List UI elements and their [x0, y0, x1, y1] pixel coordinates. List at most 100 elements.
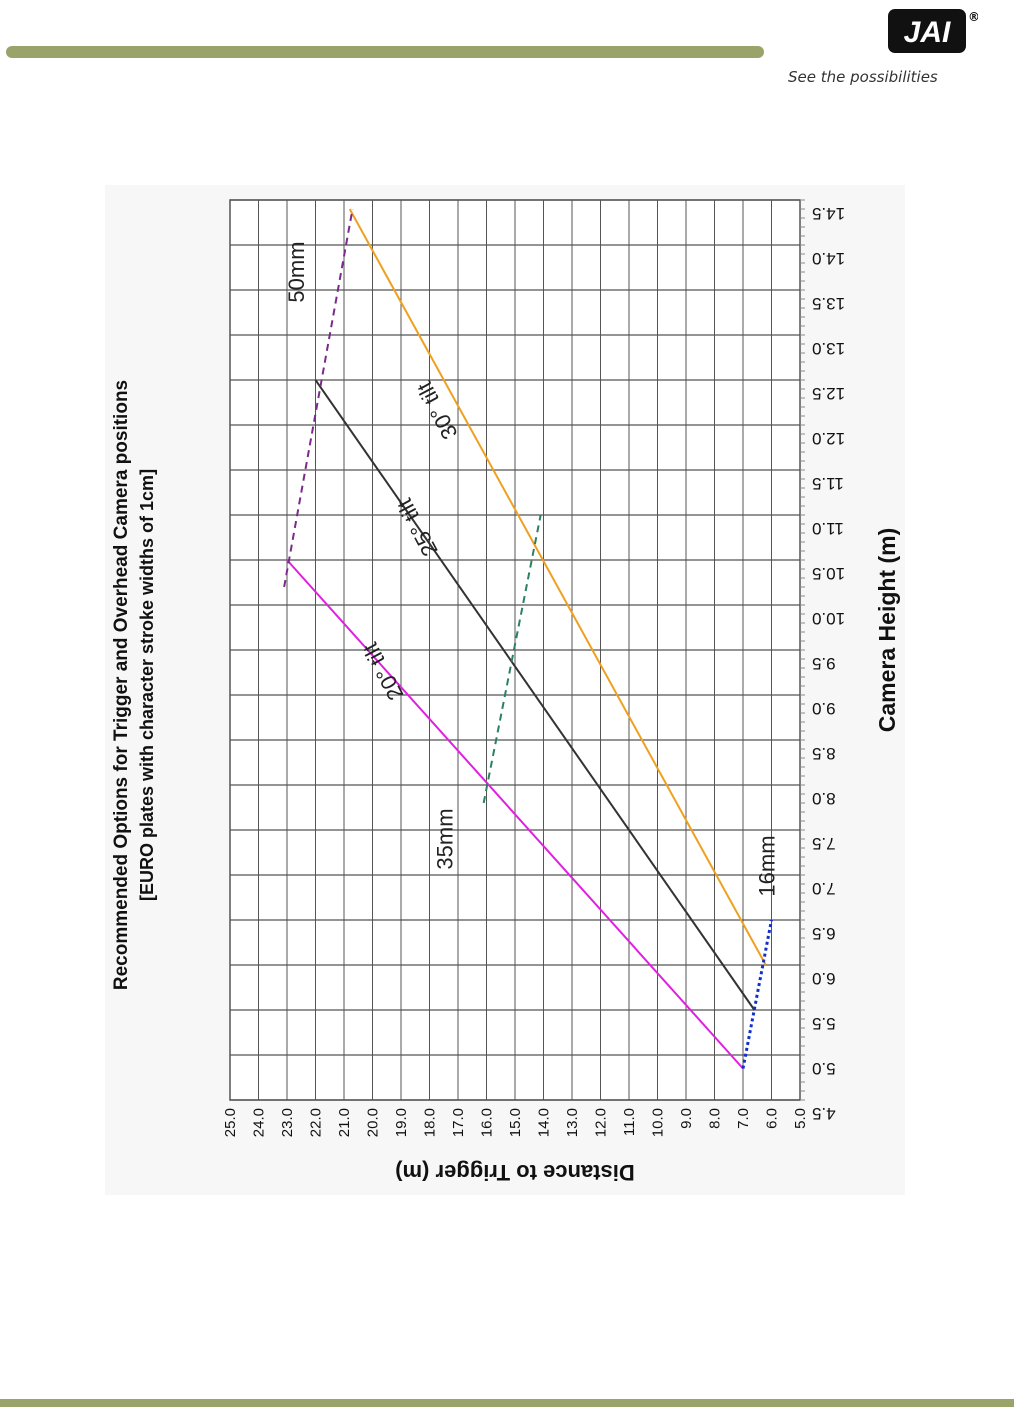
tick-label-distance-group: 22.0: [308, 1108, 325, 1137]
tick-label-height: 5.0: [812, 1059, 836, 1078]
tick-label-distance: 11.0: [621, 1108, 638, 1136]
tick-label-height-group: 10.0: [812, 609, 845, 628]
ylabel-group: Distance to Trigger (m): [395, 1160, 635, 1185]
tick-label-distance: 15.0: [507, 1108, 524, 1137]
tick-label-distance: 23.0: [279, 1108, 296, 1137]
tick-label-distance: 12.0: [593, 1108, 610, 1137]
tick-label-distance-group: 20.0: [365, 1108, 382, 1137]
logo-text: JAI: [904, 16, 951, 49]
tick-label-height: 7.0: [812, 879, 836, 898]
tick-label-distance-group: 17.0: [450, 1108, 467, 1137]
series-line-16mm: [741, 919, 773, 1069]
axis-label-height: Camera Height (m): [874, 528, 900, 732]
tick-label-distance: 10.0: [650, 1108, 667, 1137]
tick-label-distance: 22.0: [308, 1108, 325, 1137]
chart: 5.0 6.0 7.0 8.0 9.0 10.0 11.0 12.0 13.0 14.0 15.0 1…: [111, 199, 900, 1185]
tick-label-distance: 24.0: [251, 1108, 268, 1137]
tick-label-distance: 9.0: [678, 1108, 695, 1129]
tick-label-distance-group: 25.0: [222, 1108, 239, 1137]
series-label: 16mm: [754, 835, 779, 896]
tick-label-distance: 13.0: [564, 1108, 581, 1137]
tick-label-height: 14.0: [812, 249, 845, 268]
tick-label-distance-group: 18.0: [422, 1108, 439, 1137]
series-line-30tilt: [348, 208, 767, 966]
series-label-group: 50mm: [284, 241, 309, 302]
logo-badge: [888, 9, 966, 53]
tick-label-height-group: 4.5: [812, 1104, 836, 1123]
tick-label-height: 12.5: [812, 384, 845, 403]
tick-label-height-group: 12.5: [812, 384, 845, 403]
tick-label-height: 10.0: [812, 609, 845, 628]
tick-label-height-group: 10.5: [812, 564, 845, 583]
tick-label-distance: 20.0: [365, 1108, 382, 1137]
tick-label-distance-group: 21.0: [336, 1108, 353, 1137]
tick-label-height-group: 7.0: [812, 879, 836, 898]
tick-label-distance: 25.0: [222, 1108, 239, 1137]
tick-label-height-group: 5.0: [812, 1059, 836, 1078]
tick-label-height: 7.5: [812, 834, 836, 853]
tick-label-distance-group: 14.0: [536, 1108, 553, 1137]
series-label: 35mm: [432, 808, 457, 869]
tick-label-height-group: 7.5: [812, 834, 836, 853]
tick-label-height-group: 9.0: [812, 699, 836, 718]
tick-label-distance-group: 10.0: [650, 1108, 667, 1137]
tick-label-distance-group: 23.0: [279, 1108, 296, 1137]
tick-label-height: 13.5: [812, 294, 845, 313]
series-line-50mm: [283, 208, 354, 588]
tick-label-height-group: 13.5: [812, 294, 845, 313]
tick-label-distance-group: 8.0: [707, 1108, 724, 1129]
tick-label-distance: 18.0: [422, 1108, 439, 1137]
tick-label-distance: 5.0: [792, 1108, 809, 1129]
tick-label-distance-group: 24.0: [251, 1108, 268, 1137]
tick-label-distance: 21.0: [336, 1108, 353, 1137]
tick-label-height-group: 6.0: [812, 969, 836, 988]
tick-label-height: 8.5: [812, 744, 836, 763]
tick-label-height: 12.0: [812, 429, 845, 448]
tick-label-height-group: 6.5: [812, 924, 836, 943]
tick-label-height: 8.0: [812, 789, 836, 808]
tick-label-height: 13.0: [812, 339, 845, 358]
tick-label-distance: 19.0: [393, 1108, 410, 1137]
tick-label-height: 11.5: [812, 474, 844, 493]
series-line-25tilt: [314, 379, 756, 1011]
tick-label-height-group: 13.0: [812, 339, 845, 358]
tick-label-height-group: 14.5: [812, 204, 845, 223]
tick-label-distance: 16.0: [479, 1108, 496, 1137]
tick-label-height-group: 8.5: [812, 744, 836, 763]
footer-accent-bar: [0, 1399, 1014, 1407]
tick-label-height: 6.5: [812, 924, 836, 943]
series-label-group: 16mm: [754, 835, 779, 896]
tick-label-distance-group: 6.0: [764, 1108, 781, 1129]
tick-label-distance: 7.0: [735, 1108, 752, 1129]
chart-title: Recommended Options for Trigger and Over…: [111, 380, 132, 990]
chart-subtitle-group: [EURO plates with character stroke width…: [137, 469, 157, 901]
tick-label-distance-group: 11.0: [621, 1108, 638, 1136]
tick-label-height-group: 12.0: [812, 429, 845, 448]
tick-label-height: 6.0: [812, 969, 836, 988]
axis-label-distance: Distance to Trigger (m): [395, 1160, 635, 1185]
tick-label-distance-group: 13.0: [564, 1108, 581, 1137]
series-label: 50mm: [284, 241, 309, 302]
tick-label-height: 4.5: [812, 1104, 836, 1123]
tick-label-height-group: 11.0: [812, 519, 844, 538]
tick-label-height-group: 9.5: [812, 654, 836, 673]
tick-label-height-group: 8.0: [812, 789, 836, 808]
tick-label-distance-group: 12.0: [593, 1108, 610, 1137]
tick-label-height-group: 14.0: [812, 249, 845, 268]
tick-label-height: 10.5: [812, 564, 845, 583]
tagline: See the possibilities: [788, 68, 938, 86]
series-label-group: 35mm: [432, 808, 457, 869]
tick-label-height: 5.5: [812, 1014, 836, 1033]
chart-title-group: Recommended Options for Trigger and Over…: [111, 380, 132, 990]
tick-label-distance-group: 7.0: [735, 1108, 752, 1129]
tick-label-height-group: 5.5: [812, 1014, 836, 1033]
tick-label-distance-group: 15.0: [507, 1108, 524, 1137]
xlabel-group: Camera Height (m): [874, 528, 900, 732]
jai-logo: JAI ®: [888, 6, 980, 58]
chart-subtitle: [EURO plates with character stroke width…: [137, 469, 157, 901]
tick-label-height: 14.5: [812, 204, 845, 223]
tick-label-distance-group: 5.0: [792, 1108, 809, 1129]
chart-frame: 5.0 6.0 7.0 8.0 9.0 10.0 11.0 12.0 13.0 14.0 15.0 1…: [105, 185, 905, 1195]
tick-label-height: 11.0: [812, 519, 844, 538]
series-line-35mm: [482, 514, 542, 804]
